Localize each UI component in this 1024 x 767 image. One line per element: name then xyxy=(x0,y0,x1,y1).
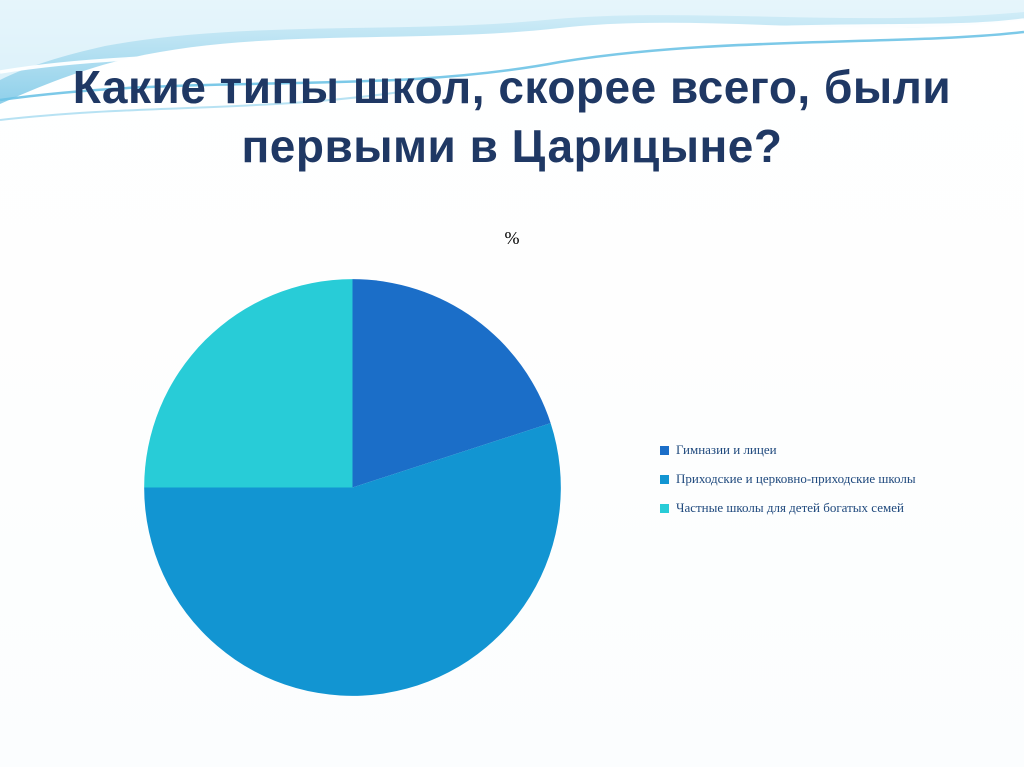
pie-slice xyxy=(144,423,561,696)
legend-label: Гимназии и лицеи xyxy=(676,442,777,457)
legend-label: Частные школы для детей богатых семей xyxy=(676,500,904,515)
pie-chart: % Гимназии и лицеи Приходские и церковно-… xyxy=(0,220,1024,740)
legend-swatch-icon xyxy=(660,474,669,484)
legend-label: Приходские и церковно-приходские школы xyxy=(676,471,916,486)
pie-svg xyxy=(144,279,561,696)
pie-slice xyxy=(352,279,551,488)
pie-plot xyxy=(140,275,565,700)
chart-legend: Гимназии и лицеи Приходские и церковно-пр… xyxy=(660,442,916,516)
slide-title: Какие типы школ, скорее всего, были перв… xyxy=(72,61,952,172)
legend-swatch-icon xyxy=(660,445,669,455)
legend-swatch-icon xyxy=(660,503,669,513)
pie-slice xyxy=(144,279,353,488)
chart-title: % xyxy=(504,228,520,248)
legend-item: Частные школы для детей богатых семей xyxy=(660,500,916,516)
legend-item: Гимназии и лицеи xyxy=(660,442,916,458)
legend-item: Приходские и церковно-приходские школы xyxy=(660,471,916,487)
